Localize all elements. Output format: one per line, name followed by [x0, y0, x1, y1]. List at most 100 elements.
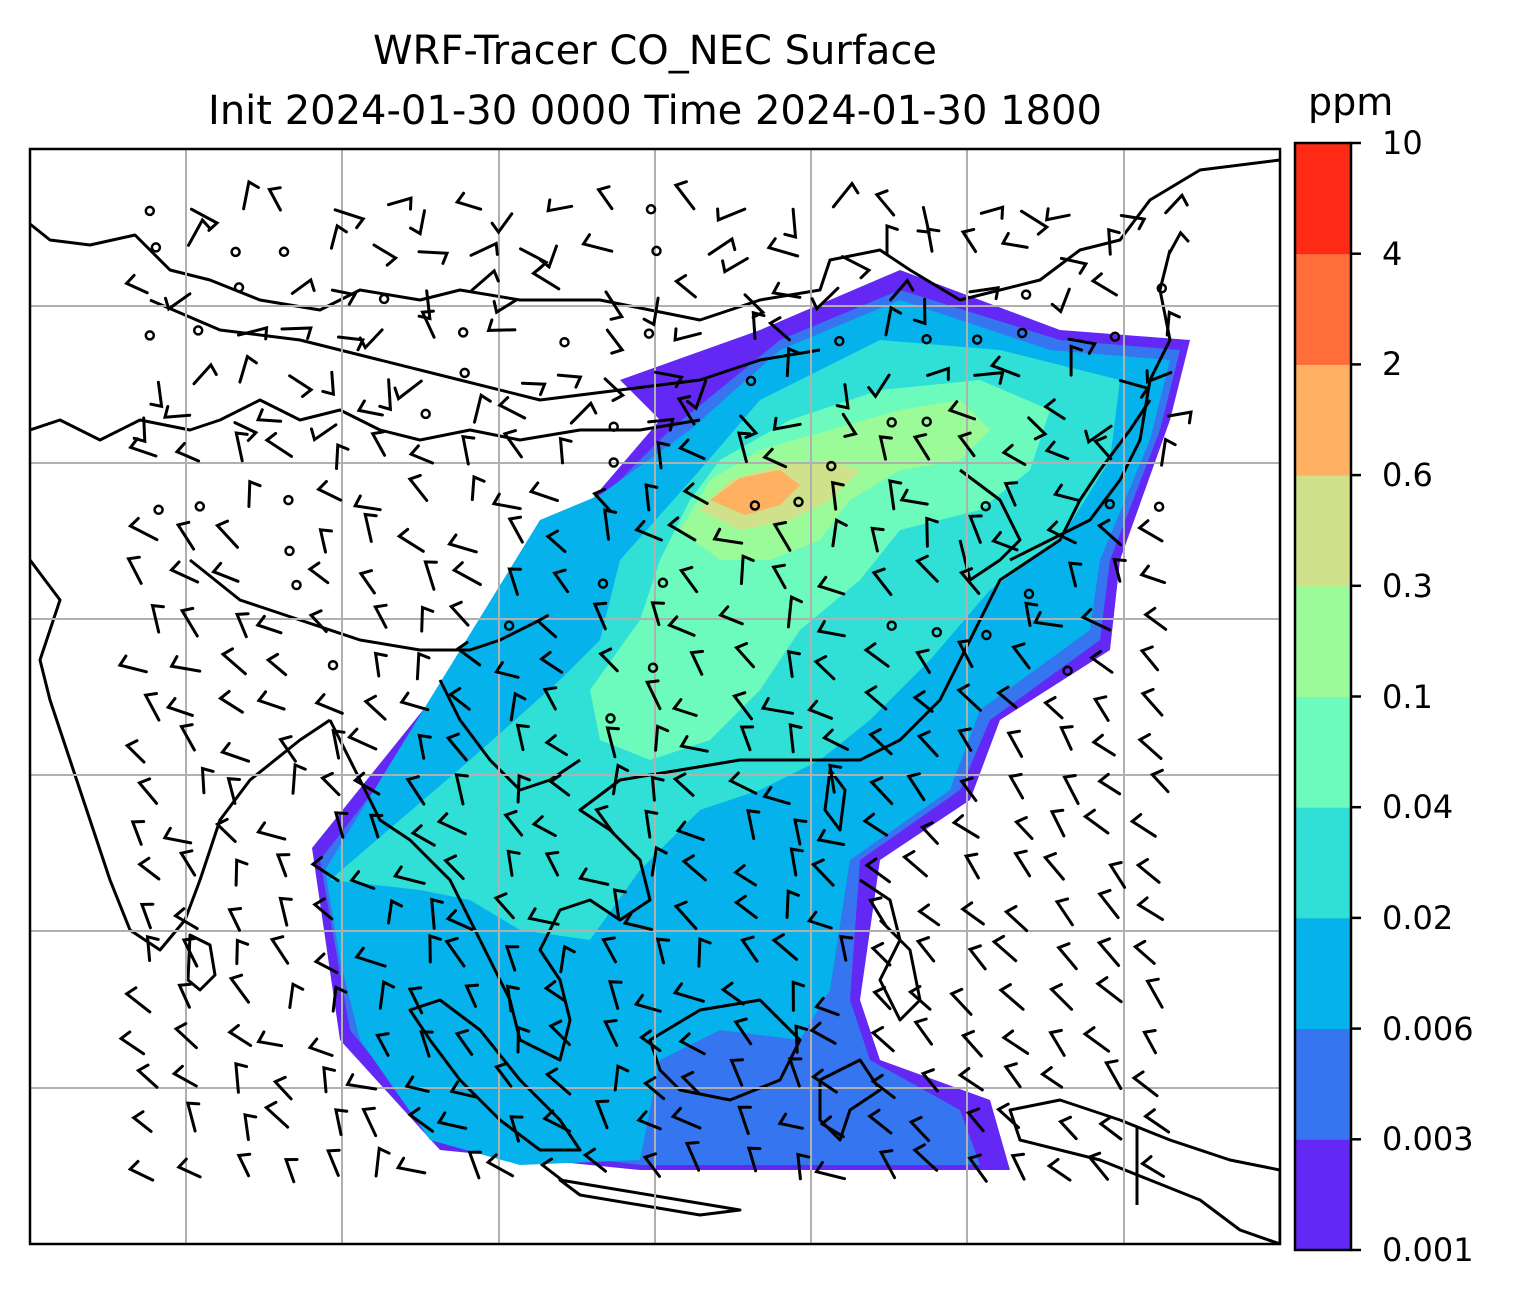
wind-barb: [733, 1017, 753, 1046]
wind-barb: [1010, 1152, 1026, 1181]
wind-barb: [399, 691, 430, 712]
wind-barb: [996, 685, 1018, 709]
wind-barb: [1011, 642, 1031, 670]
wind-barb: [737, 1105, 752, 1135]
wind-barb: [267, 186, 282, 212]
wind-barb: [870, 526, 885, 553]
coastline-java: [558, 1178, 742, 1217]
wind-barb: [135, 1063, 159, 1089]
calm-circle: [420, 408, 431, 420]
wind-barb: [219, 741, 251, 763]
colorbar-tick-label: 0.006: [1382, 1009, 1474, 1048]
wind-barb: [677, 438, 706, 461]
wind-barb: [449, 1080, 479, 1099]
wind-barb: [415, 651, 431, 681]
wind-barb: [1048, 1028, 1066, 1057]
wind-barb: [150, 603, 165, 634]
wind-barb: [835, 383, 850, 410]
wind-barb: [291, 762, 307, 795]
wind-barb: [581, 233, 614, 253]
wind-barb: [655, 937, 671, 965]
calm-circle: [931, 627, 943, 638]
wind-barb: [352, 771, 381, 796]
wind-barb: [256, 1030, 284, 1048]
calm-circle: [1109, 331, 1121, 342]
wind-barb: [124, 739, 146, 764]
coastline-korea: [958, 468, 1022, 582]
wind-barb: [145, 934, 160, 962]
wind-barb: [867, 896, 888, 928]
wind-barb: [372, 603, 388, 629]
wind-barb: [1050, 287, 1071, 315]
wind-barb: [263, 1100, 290, 1129]
calm-circle: [150, 242, 162, 253]
wind-barb: [819, 1115, 845, 1139]
wind-barb: [234, 612, 250, 639]
wind-barb: [839, 934, 854, 962]
wind-barb: [428, 933, 442, 964]
wind-barb: [831, 518, 848, 548]
colorbar-tick-label: 0.003: [1382, 1120, 1474, 1159]
wind-barb: [335, 442, 350, 470]
wind-barb: [319, 771, 341, 797]
wind-barb: [214, 817, 237, 843]
wind-barb: [1136, 896, 1164, 921]
wind-barb: [505, 984, 520, 1013]
wind-barb: [1096, 937, 1121, 967]
wind-barb: [603, 377, 626, 402]
wind-barb: [493, 892, 515, 920]
wind-barb: [821, 728, 849, 751]
wind-barb: [1057, 1115, 1078, 1141]
wind-barb: [356, 399, 384, 417]
calm-circle: [921, 333, 932, 345]
wind-barb: [973, 370, 1005, 385]
wind-barb: [1062, 774, 1080, 805]
wind-barb: [1006, 729, 1024, 758]
coastline-indochina: [328, 399, 1152, 1062]
calm-circle: [230, 246, 241, 258]
wind-barb: [447, 533, 478, 554]
wind-barb: [867, 1108, 893, 1135]
wind-barb: [958, 567, 981, 595]
wind-barb: [130, 820, 146, 846]
wind-barb: [813, 655, 836, 681]
wind-barb: [491, 492, 522, 511]
wind-barb: [363, 512, 378, 543]
colorbar-swatch: [1295, 917, 1351, 1030]
wind-barb: [326, 1148, 341, 1177]
wind-barb: [916, 730, 939, 758]
wind-barb: [493, 661, 520, 679]
wind-barb: [771, 933, 799, 961]
wind-barb: [806, 910, 833, 930]
wind-barb: [333, 811, 349, 839]
wind-barb: [733, 894, 758, 920]
wind-barb: [163, 405, 192, 419]
wind-barb: [373, 651, 388, 678]
wind-barb: [405, 775, 426, 806]
wind-barb: [310, 856, 340, 882]
wind-barb: [417, 289, 432, 321]
wind-barb: [760, 697, 795, 715]
wind-barb: [926, 366, 950, 381]
coastline-philippines: [859, 878, 922, 1022]
wind-barb: [863, 685, 888, 711]
wind-barb: [124, 273, 149, 295]
wind-barb: [1131, 1070, 1159, 1098]
wind-barb: [612, 763, 630, 796]
colorbar-tick-label: 0.04: [1382, 788, 1454, 827]
wind-barb: [556, 373, 583, 389]
calm-circle: [651, 245, 662, 257]
wind-barb: [445, 732, 468, 762]
wind-barb: [650, 775, 665, 802]
wind-barb: [684, 1141, 701, 1172]
wind-barb: [520, 381, 547, 396]
wind-barbs: [117, 179, 1193, 1185]
wind-barb: [786, 594, 803, 629]
wind-barb: [965, 1107, 985, 1133]
wind-barb: [912, 1143, 939, 1172]
wind-barb: [689, 649, 704, 676]
wind-barb: [1046, 1157, 1072, 1182]
wind-barb: [368, 813, 384, 839]
wind-barb: [143, 692, 161, 722]
